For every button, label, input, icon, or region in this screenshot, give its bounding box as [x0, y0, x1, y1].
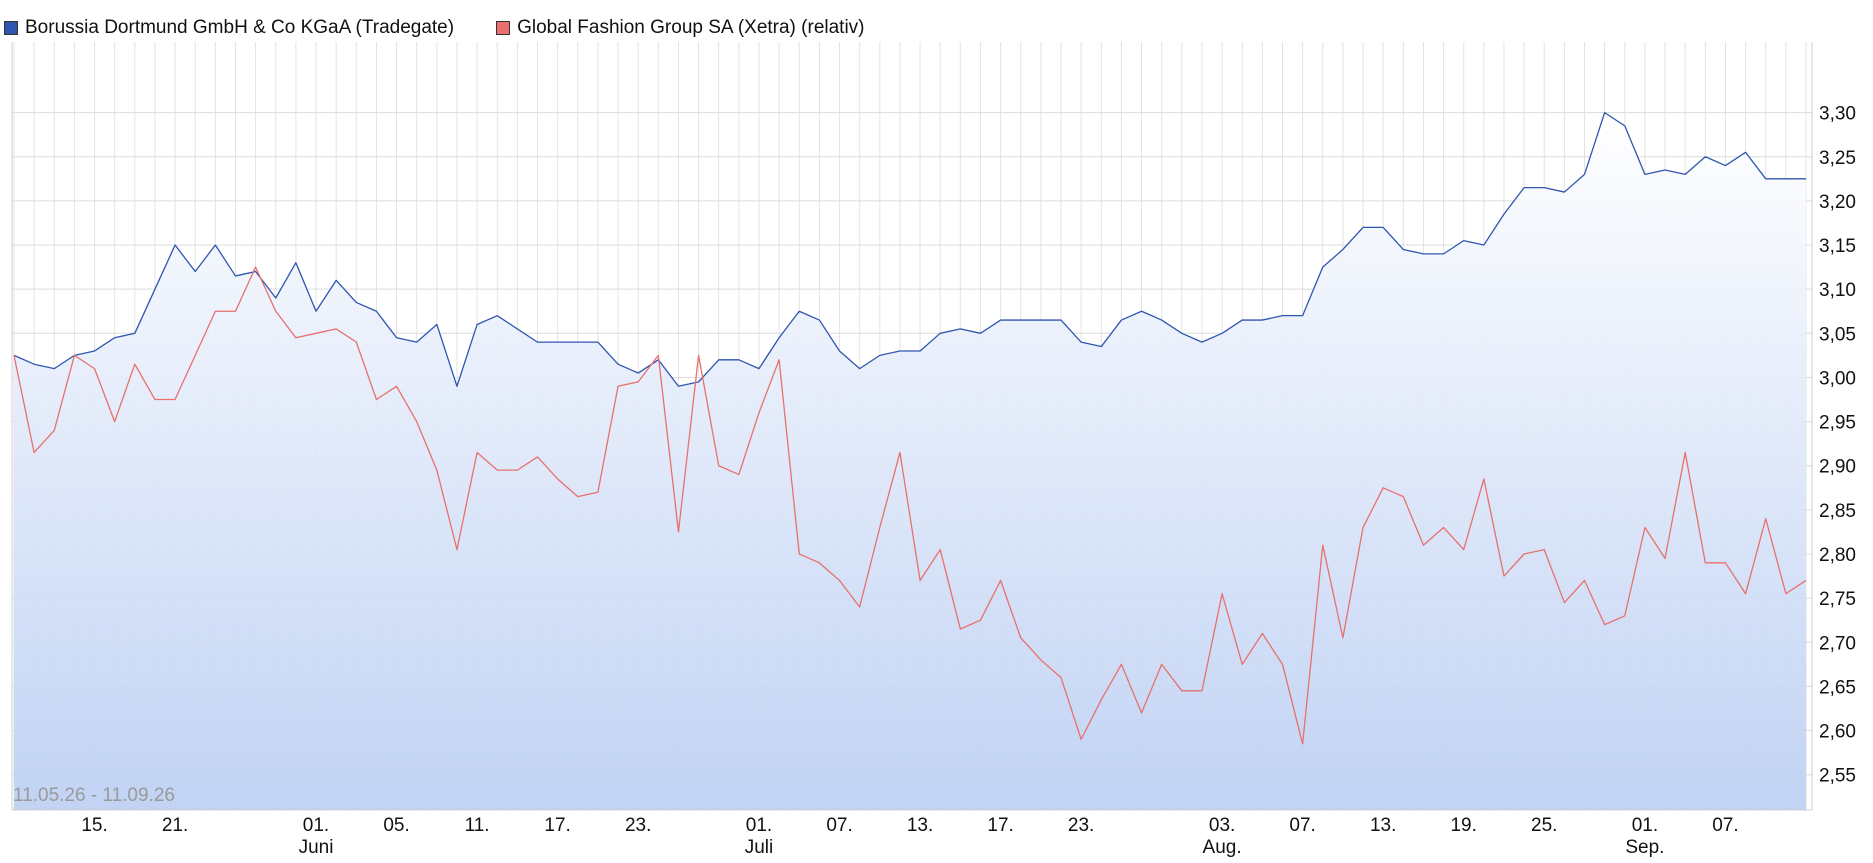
x-tick-label: 15. [81, 815, 107, 836]
x-tick-label: 07. [1712, 815, 1738, 836]
y-tick-label: 2,90 [1819, 457, 1856, 478]
x-tick-label: 17. [987, 815, 1013, 836]
x-tick-label: 13. [1370, 815, 1396, 836]
line-layer [13, 111, 1807, 745]
y-tick-label: 3,25 [1819, 148, 1856, 169]
legend-item-global-fashion[interactable]: Global Fashion Group SA (Xetra) (relativ… [496, 17, 865, 39]
y-tick-label: 2,60 [1819, 722, 1856, 743]
x-tick-label: 01. [746, 815, 772, 836]
x-tick-label: 19. [1450, 815, 1476, 836]
series-area-0 [14, 112, 1806, 811]
legend-item-borussia[interactable]: Borussia Dortmund GmbH & Co KGaA (Tradeg… [4, 17, 454, 39]
y-tick-label: 2,95 [1819, 413, 1856, 434]
x-tick-label: 17. [544, 815, 570, 836]
y-tick-label: 3,05 [1819, 324, 1856, 345]
legend-swatch-borussia [4, 21, 18, 35]
y-tick-label: 2,75 [1819, 589, 1856, 610]
plot-frame [11, 42, 1813, 811]
x-tick-label: 23. [625, 815, 651, 836]
date-range-label: 11.05.26 - 11.09.26 [13, 785, 175, 806]
x-tick-label: 07. [826, 815, 852, 836]
x-month-label: Sep. [1625, 837, 1664, 858]
y-tick-label: 3,30 [1819, 104, 1856, 125]
x-month-label: Aug. [1203, 837, 1242, 858]
series-line-1 [13, 266, 1807, 745]
y-axis-labels: 2,55 2,60 2,65 2,70 2,75 2,80 2,85 2,90 2,95 3,00… [1819, 104, 1856, 787]
legend-label-borussia: Borussia Dortmund GmbH & Co KGaA (Tradeg… [25, 17, 455, 38]
x-month-label: Juli [745, 837, 774, 858]
area-layer [14, 112, 1806, 811]
x-tick-label: 07. [1289, 815, 1315, 836]
x-tick-label: 25. [1531, 815, 1557, 836]
x-tick-label: 13. [907, 815, 933, 836]
x-month-label: Juni [299, 837, 334, 858]
x-tick-label: 21. [162, 815, 188, 836]
y-tick-label: 2,70 [1819, 633, 1856, 654]
y-tick-label: 2,65 [1819, 677, 1856, 698]
x-tick-label: 01. [1632, 815, 1658, 836]
y-tick-label: 3,00 [1819, 368, 1856, 389]
x-tick-label: 01. [303, 815, 329, 836]
legend-swatch-global-fashion [496, 21, 511, 35]
x-tick-label: 23. [1068, 815, 1094, 836]
y-tick-label: 3,10 [1819, 280, 1856, 301]
legend: Borussia Dortmund GmbH & Co KGaA (Tradeg… [4, 17, 907, 39]
y-tick-label: 3,15 [1819, 236, 1856, 257]
legend-label-global-fashion: Global Fashion Group SA (Xetra) (relativ… [517, 17, 865, 38]
y-tick-label: 3,20 [1819, 192, 1856, 213]
x-tick-label: 11. [465, 815, 490, 836]
x-tick-label: 03. [1209, 815, 1235, 836]
y-tick-label: 2,55 [1819, 766, 1856, 787]
y-tick-label: 2,80 [1819, 545, 1856, 566]
y-tick-label: 2,85 [1819, 501, 1856, 522]
x-tick-label: 05. [383, 815, 409, 836]
series-line-0 [13, 111, 1806, 387]
